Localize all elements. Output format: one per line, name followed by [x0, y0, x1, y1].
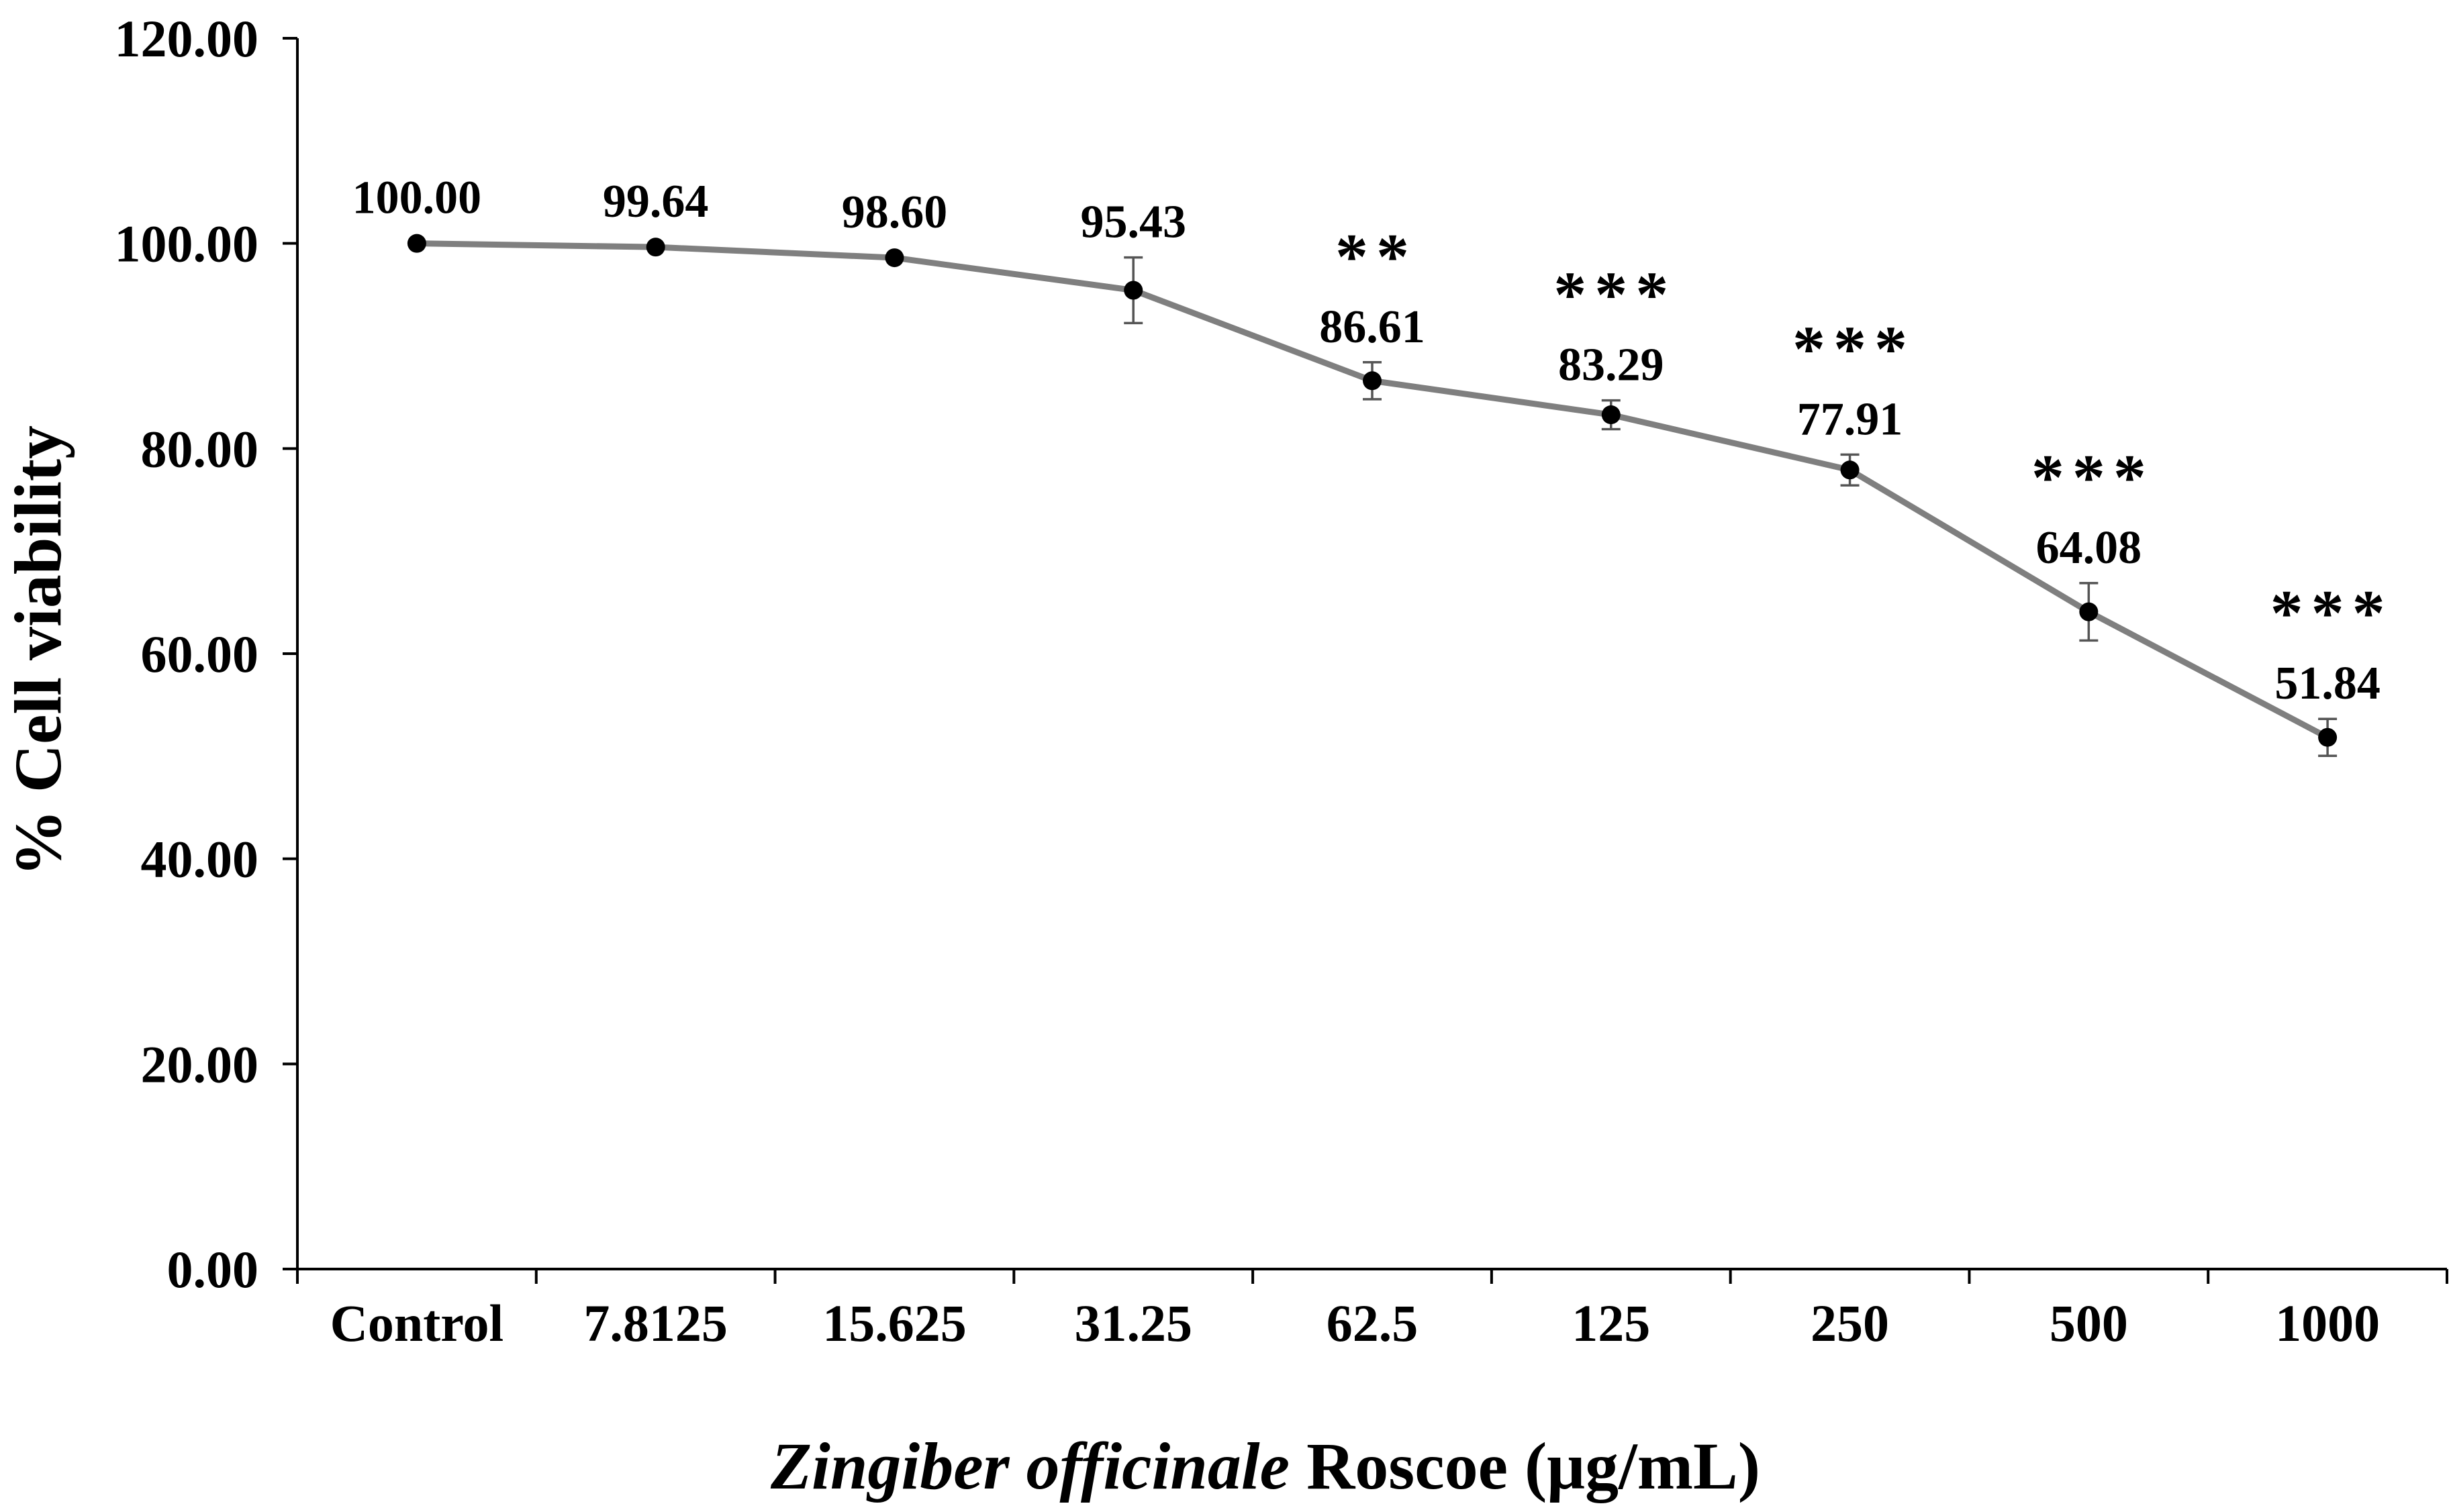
x-tick-label: 500 [2050, 1294, 2128, 1352]
significance-marker: *** [2270, 577, 2393, 650]
data-label: 100.00 [352, 172, 482, 224]
x-axis: Control 7.8125 15.625 31.25 62.5 125 250 500 100… [296, 1268, 2448, 1352]
significance-marker: *** [2031, 442, 2154, 514]
x-tick-label: 1000 [2275, 1294, 2380, 1352]
data-label: 64.08 [2036, 522, 2142, 574]
data-point [646, 238, 665, 257]
x-tick-label: 15.625 [822, 1294, 967, 1352]
data-point [1601, 405, 1621, 425]
data-point [1840, 460, 1860, 480]
x-tick-label: Control [330, 1294, 504, 1352]
data-label: 98.60 [842, 187, 948, 238]
x-tick-label: 125 [1572, 1294, 1650, 1352]
data-label: 77.91 [1797, 393, 1903, 445]
data-point [885, 248, 904, 268]
significance-marker: ** [1335, 221, 1417, 293]
y-tick-label: 60.00 [141, 625, 259, 683]
series [407, 234, 2338, 757]
data-point [1124, 281, 1143, 300]
x-axis-title: Zingiber officinale Roscoe (μg/mL) [770, 1429, 1760, 1503]
data-label: 86.61 [1319, 301, 1425, 353]
y-tick-label: 100.00 [115, 215, 259, 273]
y-axis: 0.00 20.00 40.00 60.00 80.00 100.00 120.00 [115, 9, 299, 1299]
x-axis-title-rest: Roscoe (μg/mL) [1290, 1429, 1760, 1503]
data-point [407, 234, 426, 253]
data-point [2079, 602, 2099, 621]
data-labels: 100.00 99.64 98.60 95.43 86.61 ** 83.29 *** 77.9… [352, 172, 2393, 710]
y-tick-label: 0.00 [167, 1240, 259, 1299]
significance-marker: *** [1792, 313, 1915, 385]
significance-marker: *** [1553, 259, 1676, 332]
data-label: 99.64 [603, 176, 709, 228]
data-label: 51.84 [2274, 658, 2381, 709]
x-tick-label: 31.25 [1074, 1294, 1192, 1352]
y-tick-label: 120.00 [115, 9, 259, 68]
data-point [1363, 371, 1382, 391]
data-label: 83.29 [1558, 340, 1664, 391]
x-tick-label: 250 [1811, 1294, 1889, 1352]
data-point [2318, 727, 2338, 747]
y-tick-label: 20.00 [141, 1035, 259, 1093]
y-tick-label: 40.00 [141, 830, 259, 889]
y-axis-title: % Cell viability [1, 425, 75, 876]
y-tick-label: 80.00 [141, 419, 259, 478]
x-tick-label: 62.5 [1327, 1294, 1419, 1352]
x-tick-label: 7.8125 [583, 1294, 728, 1352]
x-axis-title-italic: Zingiber officinale [770, 1429, 1290, 1503]
data-label: 95.43 [1080, 197, 1186, 248]
